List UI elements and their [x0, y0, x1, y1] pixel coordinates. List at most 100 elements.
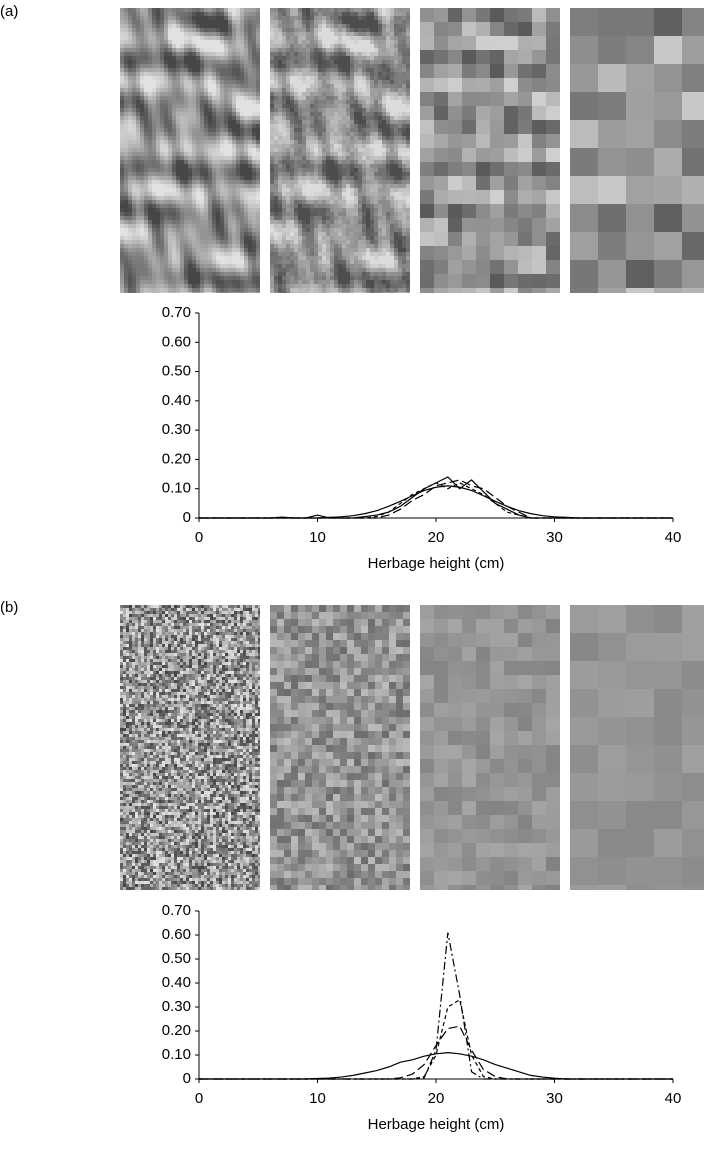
texture-cell [322, 236, 326, 240]
texture-cell [366, 20, 370, 24]
texture-cell [216, 40, 220, 44]
texture-cell [342, 216, 346, 220]
texture-cell [136, 168, 140, 172]
texture-cell [394, 200, 398, 204]
texture-cell [386, 52, 390, 56]
texture-cell [176, 176, 180, 180]
texture-cell [310, 92, 314, 96]
texture-cell [180, 112, 184, 116]
texture-cell [398, 160, 402, 164]
texture-cell [192, 8, 196, 12]
texture-cell [326, 84, 330, 88]
texture-cell [144, 200, 148, 204]
texture-cell [342, 232, 346, 236]
texture-cell [306, 248, 310, 252]
texture-cell [298, 196, 302, 200]
texture-cell [398, 80, 402, 84]
texture-cell [366, 188, 370, 192]
texture-cell [176, 20, 180, 24]
texture-cell [212, 80, 216, 84]
texture-cell [366, 128, 370, 132]
texture-cell [164, 284, 168, 288]
texture-cell [286, 8, 290, 12]
texture-cell [248, 112, 252, 116]
texture-cell [338, 196, 342, 200]
texture-cell [370, 116, 374, 120]
texture-cell [176, 208, 180, 212]
texture-cell [212, 92, 216, 96]
texture-cell [216, 248, 220, 252]
texture-cell [156, 16, 160, 20]
texture-cell [382, 16, 386, 20]
texture-cell [256, 52, 260, 56]
texture-cell [252, 152, 256, 156]
texture-cell [302, 108, 306, 112]
texture-cell [270, 208, 274, 212]
texture-cell [256, 20, 260, 24]
texture-cell [354, 248, 358, 252]
texture-cell [338, 44, 342, 48]
texture-cell [402, 100, 406, 104]
texture-cell [204, 200, 208, 204]
texture-cell [294, 288, 298, 292]
texture-cell [334, 224, 338, 228]
texture-cell [402, 276, 406, 280]
texture-cell [252, 224, 256, 228]
texture-cell [244, 48, 248, 52]
texture-cell [338, 240, 342, 244]
texture-cell [136, 132, 140, 136]
texture-cell [282, 172, 286, 176]
texture-cell [120, 56, 124, 60]
texture-cell [220, 116, 224, 120]
texture-cell [204, 144, 208, 148]
texture-cell [314, 40, 318, 44]
texture-cell [358, 148, 362, 152]
texture-cell [370, 84, 374, 88]
texture-cell [252, 204, 256, 208]
texture-cell [224, 8, 228, 12]
texture-cell [232, 240, 236, 244]
texture-cell [160, 284, 164, 288]
texture-cell [358, 56, 362, 60]
texture-cell [310, 116, 314, 120]
texture-cell [394, 84, 398, 88]
texture-cell [314, 48, 318, 52]
texture-cell [306, 96, 310, 100]
texture-cell [314, 104, 318, 108]
texture-cell [256, 104, 260, 108]
texture-cell [338, 68, 342, 72]
texture-cell [334, 52, 338, 56]
texture-cell [382, 228, 386, 232]
texture-cell [390, 76, 394, 80]
texture-cell [318, 148, 322, 152]
texture-cell [148, 240, 152, 244]
texture-cell [270, 56, 274, 60]
texture-cell [290, 268, 294, 272]
texture-cell [354, 72, 358, 76]
texture-cell [256, 64, 260, 68]
texture-cell [172, 144, 176, 148]
texture-cell [236, 208, 240, 212]
texture-cell [156, 280, 160, 284]
texture-cell [152, 36, 156, 40]
texture-cell [398, 208, 402, 212]
texture-cell [322, 240, 326, 244]
texture-cell [228, 60, 232, 64]
texture-cell [256, 136, 260, 140]
texture-cell [152, 136, 156, 140]
texture-cell [212, 180, 216, 184]
texture-cell [406, 260, 410, 264]
texture-cell [358, 212, 362, 216]
texture-cell [240, 216, 244, 220]
texture-cell [128, 56, 132, 60]
texture-cell [120, 184, 124, 188]
texture-cell [252, 60, 256, 64]
texture-cell [180, 100, 184, 104]
texture-cell [334, 280, 338, 284]
texture-cell [346, 80, 350, 84]
texture-cell [188, 284, 192, 288]
texture-cell [318, 240, 322, 244]
texture-cell [160, 156, 164, 160]
texture-cell [228, 128, 232, 132]
